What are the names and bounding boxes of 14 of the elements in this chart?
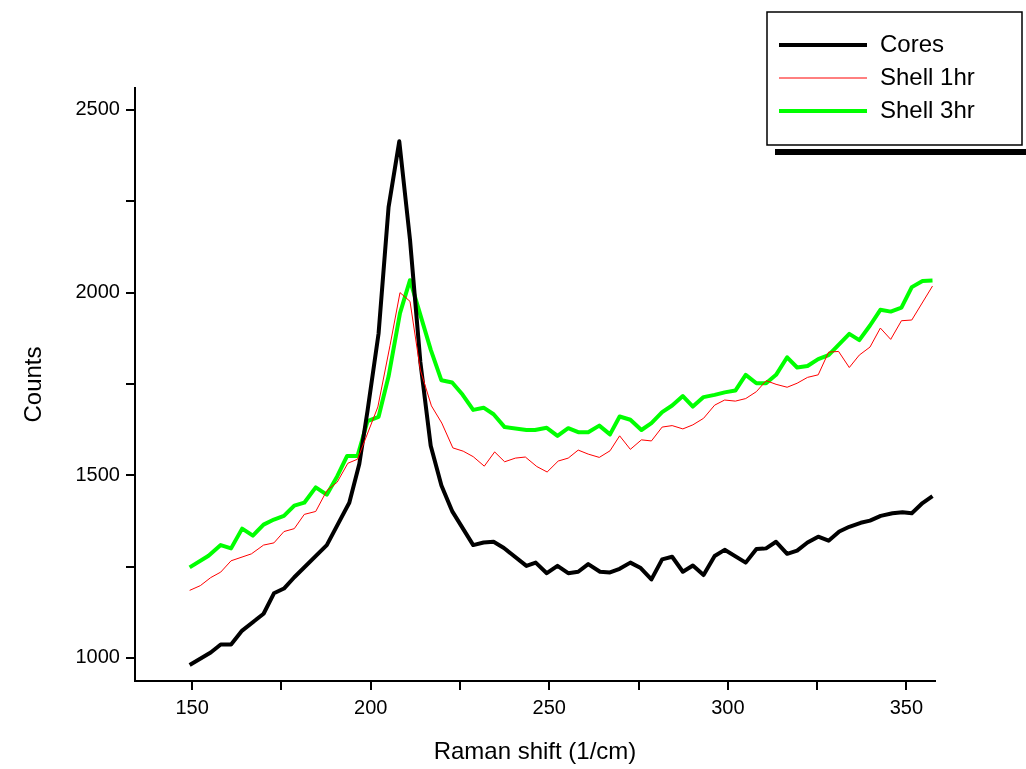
x-tick-label: 250 (532, 695, 566, 718)
y-tick-label: 1000 (75, 645, 120, 668)
y-tick-label: 1500 (75, 462, 120, 485)
x-axis-title: Raman shift (1/cm) (433, 736, 637, 764)
x-tick-label: 150 (175, 695, 209, 718)
y-axis-title: Counts (18, 346, 46, 423)
y-tick-label: 2000 (75, 280, 120, 303)
y-tick-label: 2500 (75, 97, 120, 120)
legend-label: Shell 1hr (880, 62, 975, 90)
x-tick-label: 300 (711, 695, 745, 718)
x-tick-label: 350 (889, 695, 924, 718)
legend-label: Shell 3hr (880, 95, 975, 123)
x-tick-label: 200 (354, 695, 388, 718)
legend-label: Cores (880, 29, 945, 57)
